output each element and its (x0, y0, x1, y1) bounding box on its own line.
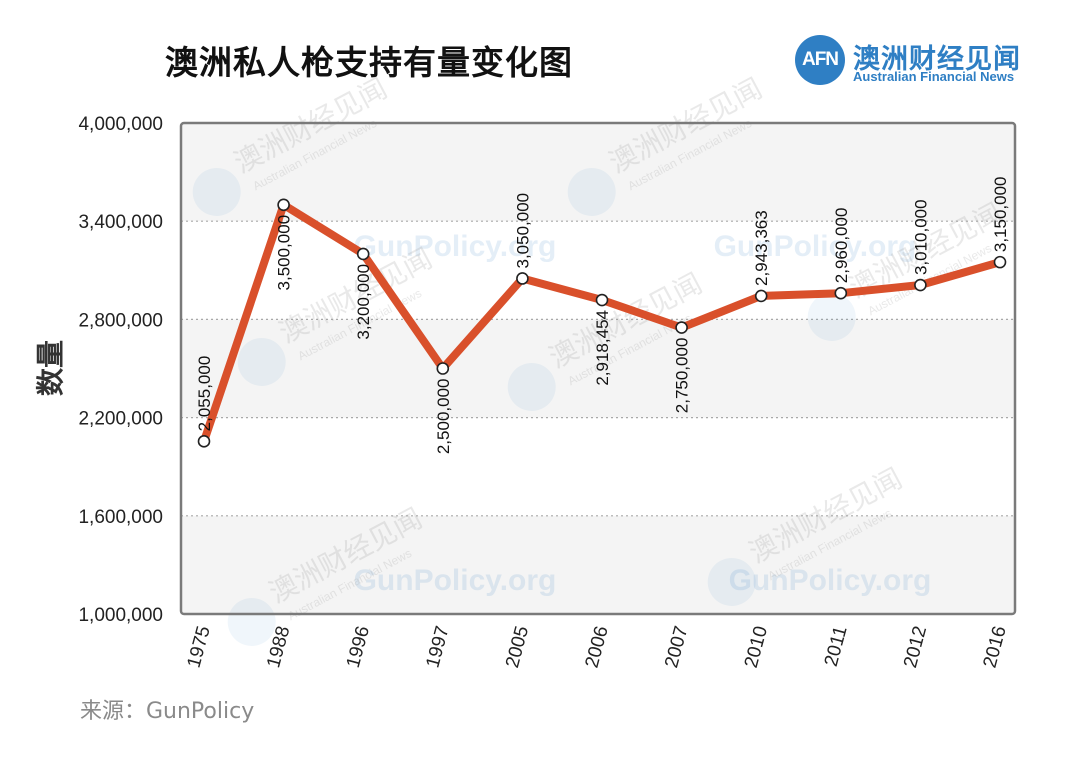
data-point (754, 289, 768, 303)
y-tick-label: 3,400,000 (78, 212, 163, 233)
source-note: 来源：GunPolicy (80, 699, 255, 724)
x-tick-label: 2016 (980, 624, 1011, 670)
data-label: 3,010,000 (911, 199, 930, 275)
data-label: 2,943,363 (752, 210, 771, 286)
plot-frame (179, 121, 1017, 616)
watermark-logo-icon (807, 292, 856, 341)
watermark-logo-icon (192, 167, 241, 216)
watermark-site: GunPolicy.org (714, 230, 917, 263)
plot-band (181, 319, 1015, 418)
data-label: 3,150,000 (991, 176, 1010, 252)
x-tick-label: 2005 (502, 624, 533, 670)
watermark-logo-icon (227, 597, 276, 646)
data-point (436, 362, 450, 375)
x-tick-label: 2007 (661, 624, 692, 670)
y-tick-label: 4,000,000 (78, 114, 163, 135)
y-tick-label: 2,200,000 (78, 409, 163, 430)
brand-name-en: Australian Financial News (853, 69, 1015, 84)
watermark-logo-icon (567, 167, 616, 216)
x-tick-label: 1996 (343, 624, 374, 670)
watermark-site: GunPolicy.org (729, 564, 932, 597)
y-tick-label: 2,800,000 (78, 310, 163, 331)
plot-background-bands (181, 123, 1015, 614)
data-point (595, 293, 609, 307)
y-tick-label: 1,600,000 (78, 507, 163, 528)
y-axis-ticks: 1,000,000 1,600,000 2,200,000 2,800,000 3,40… (78, 114, 163, 626)
data-label: 2,918,454 (593, 310, 612, 386)
data-label: 3,050,000 (513, 193, 532, 269)
afn-logo-icon: AFN (795, 35, 845, 85)
data-point (834, 286, 848, 300)
chart-title: 澳洲私人枪支持有量变化图 (165, 43, 573, 82)
watermark-logo-icon (237, 337, 286, 386)
gridlines (181, 220, 1015, 517)
data-label: 2,750,000 (673, 338, 692, 414)
data-points (197, 198, 1007, 448)
brand-logo: AFN 澳洲财经见闻 Australian Financial News (795, 35, 1055, 87)
data-labels: 2,055,000 3,500,000 3,200,000 2,500,000 3,05… (195, 176, 1010, 454)
data-point (675, 321, 688, 334)
plot-band (181, 123, 1015, 222)
data-label: 2,960,000 (832, 208, 851, 284)
x-tick-label: 2006 (582, 624, 613, 670)
data-point (516, 272, 529, 285)
x-tick-label: 1997 (422, 624, 453, 670)
data-label: 2,055,000 (195, 356, 214, 432)
data-label: 2,500,000 (434, 379, 453, 455)
x-tick-label: 2011 (821, 624, 852, 669)
x-tick-label: 2012 (900, 624, 931, 670)
data-point (197, 435, 211, 448)
data-point (993, 255, 1007, 269)
x-tick-label: 1975 (184, 624, 215, 670)
watermark-logo-icon (507, 362, 556, 411)
watermark-site: GunPolicy.org (354, 564, 557, 597)
data-label: 3,500,000 (275, 215, 294, 291)
x-axis-ticks: 1975 1988 1996 1997 2005 2006 2007 2010 2011 2012… (184, 624, 1011, 670)
y-axis-label: 数量 (34, 340, 67, 396)
watermark-logo-icon (707, 557, 756, 606)
plot-band (181, 515, 1015, 614)
data-point (356, 247, 370, 261)
data-point (277, 198, 290, 212)
x-tick-label: 2010 (741, 624, 772, 670)
data-label: 3,200,000 (354, 264, 373, 340)
watermark-site: GunPolicy.org (354, 230, 557, 263)
brand-name-cn: 澳洲财经见闻 (853, 44, 1021, 75)
data-point (914, 278, 927, 292)
y-tick-label: 1,000,000 (78, 605, 163, 626)
